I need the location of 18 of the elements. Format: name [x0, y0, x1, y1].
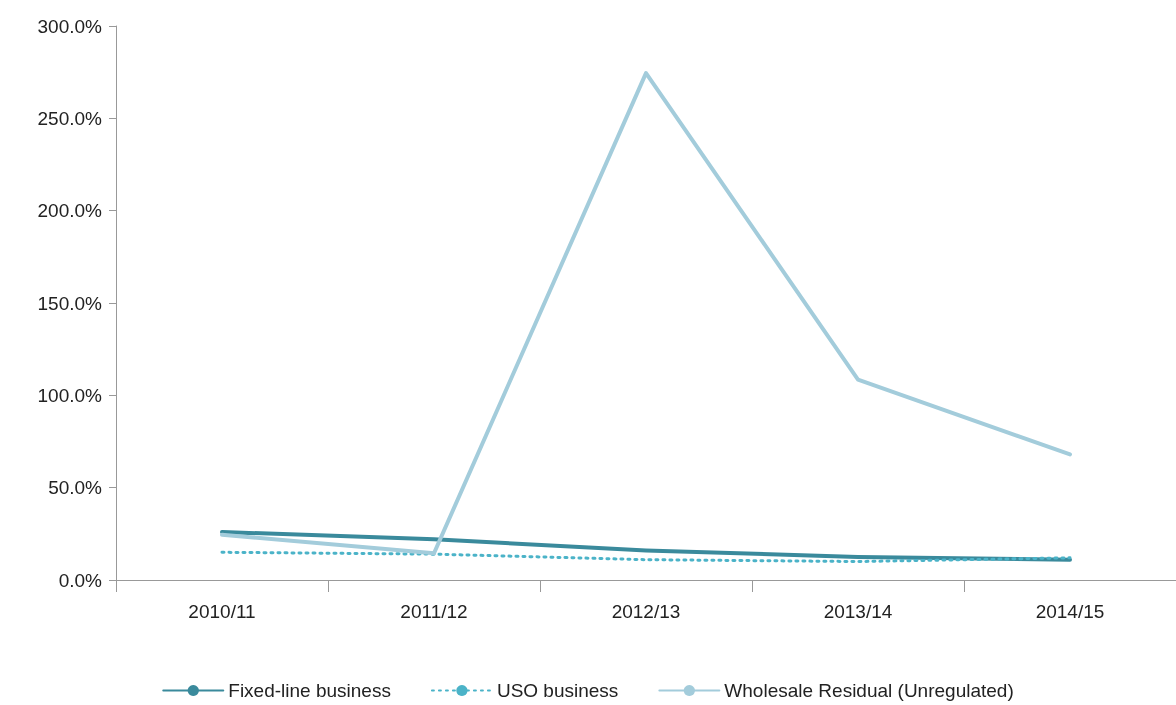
y-tick-label: 100.0%	[37, 384, 103, 406]
line-series	[220, 529, 1072, 562]
y-tick-label: 250.0%	[37, 107, 103, 129]
x-tick-label: 2010/11	[188, 601, 256, 622]
legend-label: Wholesale Residual (Unregulated)	[724, 680, 1014, 701]
line-series	[220, 71, 1072, 556]
y-tick-label: 200.0%	[37, 200, 103, 222]
x-tick-label: 2012/13	[611, 601, 681, 622]
y-tick-label: 150.0%	[37, 292, 103, 314]
line-series	[220, 550, 1072, 564]
y-tick-label: 50.0%	[48, 477, 103, 499]
legend-label: USO business	[496, 680, 619, 701]
x-tick-label: 2011/12	[400, 601, 468, 622]
x-tick-label: 2014/15	[1035, 601, 1105, 622]
legend-label: Fixed-line business	[228, 680, 391, 701]
x-tick-label: 2013/14	[823, 601, 893, 622]
y-tick-label: 0.0%	[58, 569, 103, 591]
y-tick-label: 300.0%	[37, 15, 103, 37]
